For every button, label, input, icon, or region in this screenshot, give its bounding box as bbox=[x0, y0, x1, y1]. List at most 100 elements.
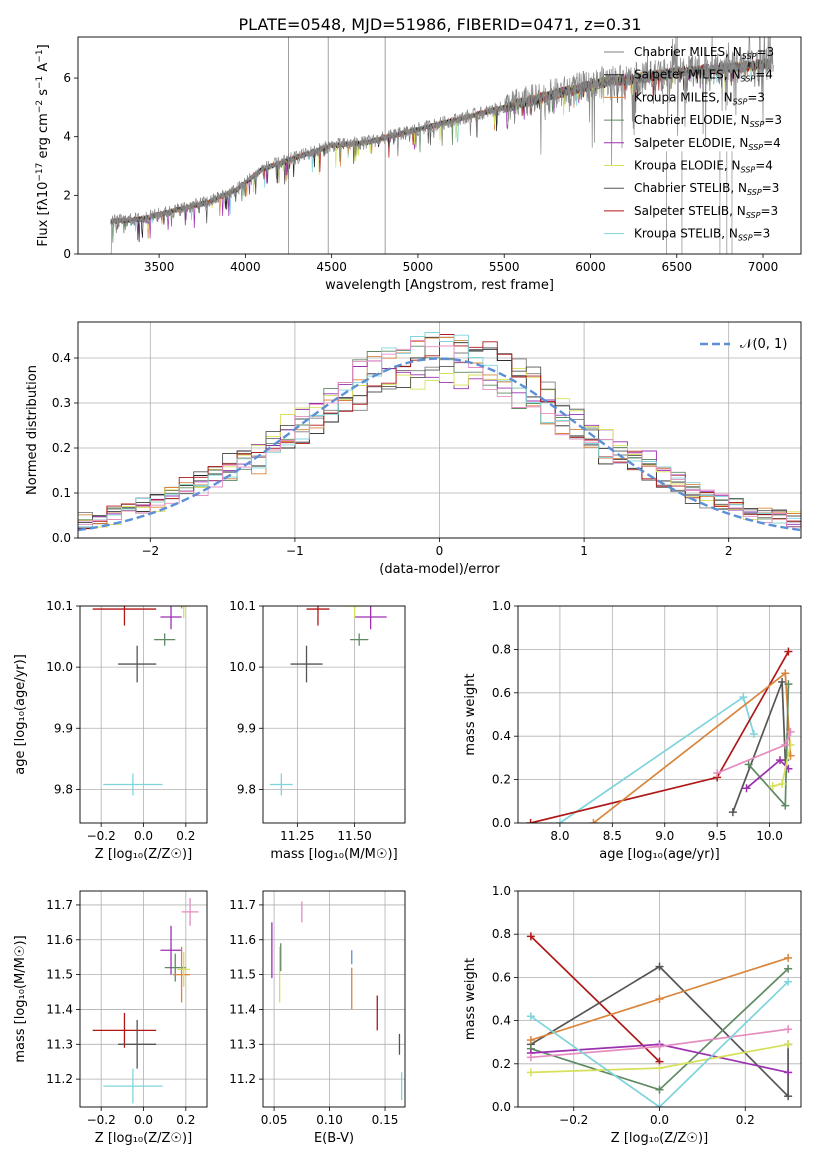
plus-marker bbox=[526, 1012, 535, 1021]
axes-frame bbox=[77, 321, 802, 539]
plus-marker bbox=[781, 669, 790, 678]
metallicity-mass-panel: −0.2 0.0 0.2 11.2 11.3 11.4 11.5 11.6 11.7 Z [log… bbox=[13, 890, 208, 1146]
plus-marker bbox=[713, 769, 722, 778]
legend-entry: Kroupa MILES, NSSP=3 bbox=[634, 90, 765, 106]
error-bar-point bbox=[173, 946, 191, 1003]
y-tick-label: 10.1 bbox=[229, 599, 256, 613]
y-tick-label: 0.6 bbox=[492, 970, 511, 984]
x-tick-label: 3500 bbox=[144, 260, 175, 274]
observed-spectrum-line bbox=[109, 37, 774, 254]
histogram-step bbox=[78, 340, 801, 528]
y-tick-label: 0.6 bbox=[492, 686, 511, 700]
x-axis-label: mass [log₁₀(M/M☉)] bbox=[270, 847, 397, 862]
plus-marker bbox=[744, 760, 753, 769]
error-bar-point bbox=[103, 1068, 163, 1104]
x-tick-label: −1 bbox=[286, 544, 304, 558]
plot-content bbox=[269, 606, 387, 796]
y-tick-label: 11.6 bbox=[229, 933, 256, 947]
error-bar-point bbox=[180, 606, 183, 609]
superscript: −1 bbox=[35, 49, 45, 62]
x-tick-label: 9.0 bbox=[655, 829, 674, 843]
superscript: −1 bbox=[35, 76, 45, 89]
error-bar-point bbox=[160, 925, 182, 975]
plus-marker bbox=[784, 1092, 793, 1101]
x-tick-label: 5500 bbox=[489, 260, 520, 274]
error-bar-point bbox=[164, 953, 186, 982]
x-tick-label: −2 bbox=[141, 544, 159, 558]
error-bar-point bbox=[306, 606, 330, 626]
legend-entry: Salpeter ELODIE, NSSP=4 bbox=[634, 136, 781, 152]
plus-marker bbox=[526, 819, 535, 823]
x-axis-label: E(B-V) bbox=[314, 1131, 354, 1146]
y-tick-label: 1.0 bbox=[492, 884, 511, 898]
plus-marker bbox=[778, 677, 787, 686]
plus-marker bbox=[749, 730, 758, 739]
y-tick-label: 0.0 bbox=[52, 531, 71, 545]
error-bar-point bbox=[118, 1019, 157, 1069]
x-tick-label: 0.2 bbox=[176, 829, 195, 843]
figure-title: PLATE=0548, MJD=51986, FIBERID=0471, z=0… bbox=[238, 15, 641, 34]
y-tick-label: 0.2 bbox=[492, 1057, 511, 1071]
grid bbox=[263, 891, 405, 1107]
y-tick-label: 11.2 bbox=[229, 1072, 256, 1086]
x-tick-label: 0.0 bbox=[134, 1113, 153, 1127]
y-axis-label: Normed distribution bbox=[25, 365, 40, 495]
x-axis-label: wavelength [Angstrom, rest frame] bbox=[325, 278, 554, 293]
error-bar-point bbox=[350, 633, 369, 646]
superscript: −17 bbox=[35, 163, 45, 182]
axes-frame bbox=[262, 605, 406, 824]
plus-marker bbox=[655, 1042, 664, 1051]
plus-marker bbox=[768, 782, 777, 791]
legend-entry: Chabrier ELODIE, NSSP=3 bbox=[634, 113, 782, 129]
plus-marker bbox=[781, 740, 790, 749]
plus-marker bbox=[776, 756, 785, 765]
y-tick-label: 11.2 bbox=[46, 1072, 73, 1086]
y-tick-label: 0.2 bbox=[492, 773, 511, 787]
error-bar-point bbox=[343, 606, 367, 619]
error-bar-point bbox=[92, 1012, 157, 1048]
plus-marker bbox=[589, 819, 598, 823]
spectrum-panel: 3500 4000 4500 5000 5500 6000 6500 7000 0 2 4 6 wave… bbox=[35, 36, 802, 293]
plot-content bbox=[109, 37, 774, 254]
label-text: Flux [fλ10 bbox=[36, 182, 51, 247]
mass-age-panel: 11.25 11.50 9.8 9.9 10.0 10.1 mass [log₁₀(M/M☉… bbox=[229, 599, 406, 862]
x-tick-label: −0.2 bbox=[559, 1113, 588, 1127]
histogram-step bbox=[78, 368, 801, 528]
label-text: erg cm bbox=[36, 113, 51, 162]
error-bar-point bbox=[118, 645, 157, 683]
error-bar-point bbox=[181, 897, 199, 926]
plus-marker bbox=[555, 819, 564, 823]
y-axis-label: mass weight bbox=[463, 958, 478, 1040]
x-tick-label: −0.2 bbox=[87, 829, 116, 843]
y-tick-label: 0.8 bbox=[492, 642, 511, 656]
error-bar-point bbox=[354, 606, 387, 630]
plot-content bbox=[92, 897, 199, 1104]
y-axis-label: age [log₁₀(age/yr)] bbox=[13, 654, 28, 775]
x-tick-label: 0 bbox=[436, 544, 444, 558]
legend: Chabrier MILES, NSSP=3 Salpeter MILES, NS… bbox=[604, 45, 782, 243]
y-tick-label: 11.4 bbox=[46, 1002, 73, 1016]
age-massweight-panel: 8.0 8.5 9.0 9.5 10.0 0.0 0.2 0.4 0.6 0.8 1.0 age [l… bbox=[463, 599, 802, 862]
plus-marker bbox=[784, 647, 793, 656]
legend-entry: 𝒩(0, 1) bbox=[740, 337, 787, 352]
y-axis-label: Flux [fλ10−17 erg cm−2 s−1 A−1] bbox=[35, 44, 51, 246]
ebv-mass-panel: 0.05 0.10 0.15 11.2 11.3 11.4 11.5 11.6 11.7 E(B-… bbox=[229, 890, 406, 1146]
legend-entry: Salpeter MILES, NSSP=4 bbox=[634, 68, 773, 84]
superscript: −2 bbox=[35, 100, 45, 113]
plot-content bbox=[271, 901, 403, 1101]
y-tick-label: 0.8 bbox=[492, 927, 511, 941]
error-bar-point bbox=[177, 606, 191, 619]
plus-marker bbox=[742, 784, 751, 793]
x-axis-label: Z [log₁₀(Z/Z☉)] bbox=[95, 847, 192, 862]
histogram-step bbox=[78, 345, 801, 521]
plus-marker bbox=[784, 964, 793, 973]
axes-frame bbox=[77, 36, 802, 255]
y-tick-label: 0.4 bbox=[52, 351, 71, 365]
plot-area bbox=[263, 606, 405, 823]
legend-entry: Chabrier STELIB, NSSP=3 bbox=[634, 181, 779, 197]
plot-area bbox=[263, 891, 405, 1107]
plus-marker bbox=[784, 680, 793, 689]
y-tick-label: 0.2 bbox=[52, 441, 71, 455]
x-axis-label: (data-model)/error bbox=[379, 562, 500, 577]
axes-frame bbox=[79, 890, 208, 1108]
